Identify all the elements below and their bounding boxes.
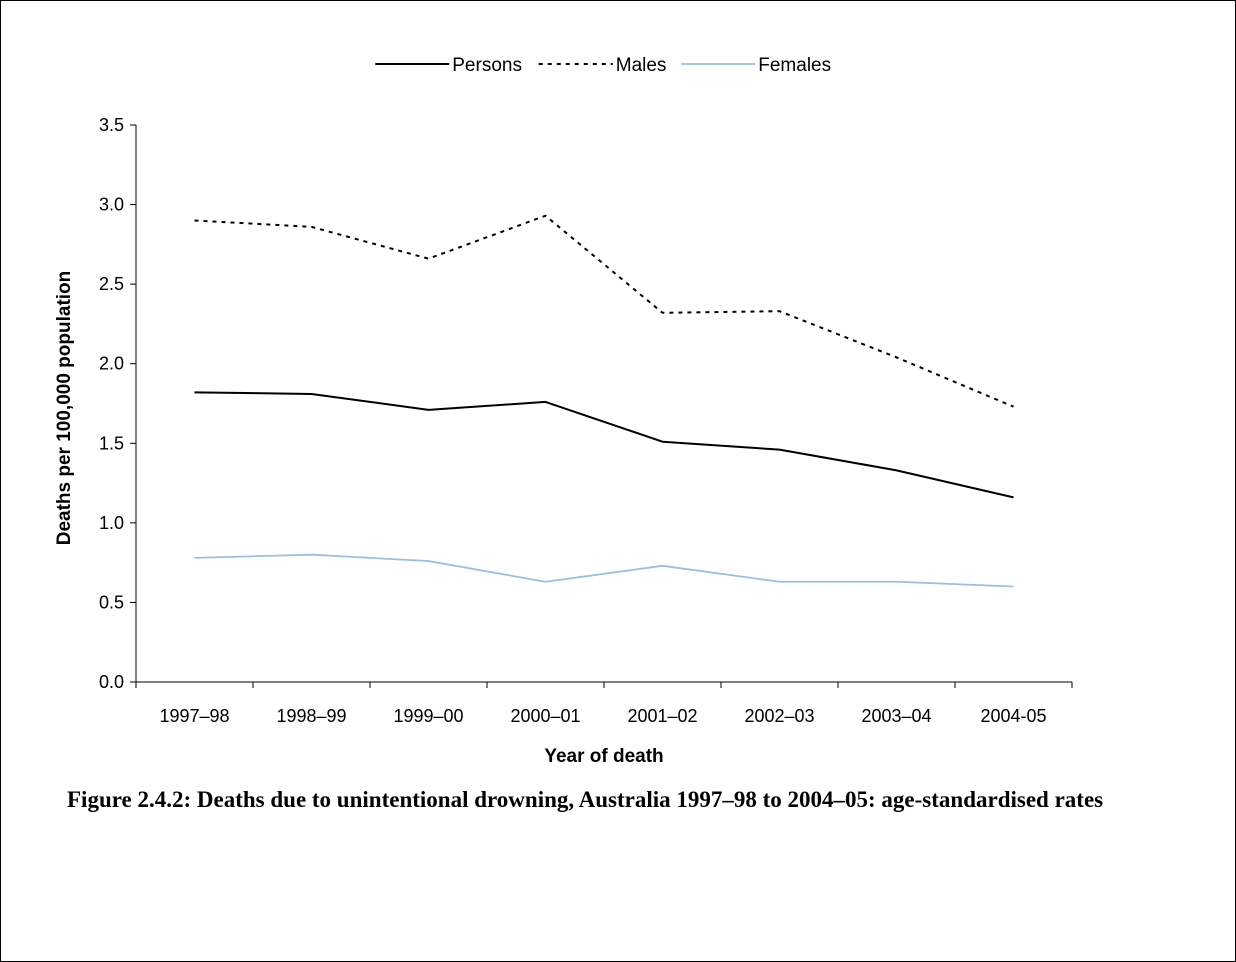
- series-line-females: [195, 555, 1014, 587]
- legend-label-males: Males: [616, 55, 667, 76]
- y-tick-label: 2.0: [99, 354, 124, 374]
- y-tick-label: 1.5: [99, 433, 124, 453]
- series-line-persons: [195, 392, 1014, 497]
- x-tick-label: 2003–04: [861, 706, 931, 726]
- series-line-males: [195, 216, 1014, 407]
- y-tick-label: 3.5: [99, 115, 124, 135]
- x-axis-ticks: 1997–98 1998–99 1999–00 2000–01 2001–02 2002–…: [136, 682, 1072, 726]
- x-tick-label: 2001–02: [627, 706, 697, 726]
- y-axis-ticks: 0.0 0.5 1.0 1.5 2.0 2.5 3.0 3.5: [99, 115, 136, 692]
- legend-label-females: Females: [758, 55, 831, 76]
- x-tick-label: 2004-05: [980, 706, 1046, 726]
- y-tick-label: 3.0: [99, 195, 124, 215]
- x-tick-label: 1999–00: [393, 706, 463, 726]
- y-axis-title: Deaths per 100,000 population: [54, 271, 75, 546]
- figure-caption: Figure 2.4.2: Deaths due to unintentiona…: [67, 785, 1167, 815]
- x-tick-label: 1997–98: [159, 706, 229, 726]
- chart-axes: [136, 125, 1072, 682]
- y-tick-label: 1.0: [99, 513, 124, 533]
- chart-legend: Persons Males Females: [375, 55, 831, 76]
- legend-label-persons: Persons: [452, 55, 522, 76]
- y-tick-label: 0.5: [99, 592, 124, 612]
- chart-series: [194, 216, 1013, 587]
- x-tick-label: 1998–99: [276, 706, 346, 726]
- x-tick-label: 2002–03: [744, 706, 814, 726]
- y-tick-label: 2.5: [99, 274, 124, 294]
- x-axis-title: Year of death: [544, 746, 663, 767]
- x-tick-label: 2000–01: [510, 706, 580, 726]
- y-tick-label: 0.0: [99, 672, 124, 692]
